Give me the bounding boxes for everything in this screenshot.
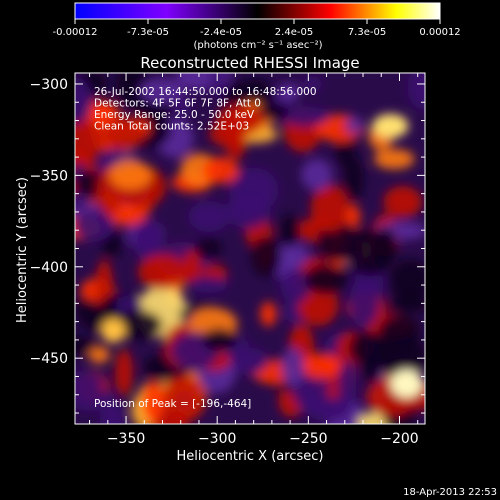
y-tick-label: −450 — [30, 351, 68, 367]
y-axis-tick-labels: −300 −350 −400 −450 — [30, 77, 68, 367]
y-axis-ticks — [75, 83, 425, 414]
colorbar-tick-label: 0.00012 — [419, 27, 460, 38]
y-axis-label: Heliocentric Y (arcsec) — [15, 177, 30, 323]
x-tick-label: −250 — [289, 431, 327, 447]
chart-title: Reconstructed RHESSI Image — [140, 54, 359, 72]
y-tick-label: −400 — [30, 260, 68, 276]
peak-position-label: Position of Peak = [-196,-464] — [94, 398, 251, 410]
annotation-line: Energy Range: 25.0 - 50.0 keV — [94, 109, 255, 121]
x-axis-label: Heliocentric X (arcsec) — [177, 449, 324, 464]
annotation-line: Clean Total counts: 2.52E+03 — [94, 121, 249, 133]
annotation-line: 26-Jul-2002 16:44:50.000 to 16:48:56.000 — [94, 86, 317, 98]
x-axis-tick-labels: −350 −300 −250 −200 — [107, 431, 419, 447]
colorbar-tick-label: 2.4e-05 — [275, 27, 313, 38]
annotation-block: 26-Jul-2002 16:44:50.000 to 16:48:56.000… — [94, 86, 317, 133]
colorbar-ticks — [74, 19, 441, 24]
x-tick-label: −200 — [380, 431, 418, 447]
colorbar-units: (photons cm⁻² s⁻¹ asec⁻²) — [193, 40, 322, 51]
heatmap-image — [75, 73, 425, 424]
colorbar-tick-labels: -0.00012 -7.3e-05 -2.4e-05 2.4e-05 7.3e-05 0.… — [53, 27, 461, 38]
annotation-line: Detectors: 4F 5F 6F 7F 8F, Att 0 — [94, 98, 261, 110]
y-tick-label: −300 — [30, 77, 68, 93]
x-tick-label: −300 — [198, 431, 236, 447]
footer-date: 18-Apr-2013 22:53 — [403, 487, 497, 498]
colorbar-tick-label: -0.00012 — [53, 27, 98, 38]
y-tick-label: −350 — [30, 168, 68, 184]
colorbar-tick-label: 7.3e-05 — [348, 27, 386, 38]
colorbar-tick-label: -2.4e-05 — [200, 27, 242, 38]
x-axis-ticks — [89, 73, 419, 424]
colorbar — [74, 2, 441, 20]
colorbar-tick-label: -7.3e-05 — [127, 27, 169, 38]
x-tick-label: −350 — [107, 431, 145, 447]
